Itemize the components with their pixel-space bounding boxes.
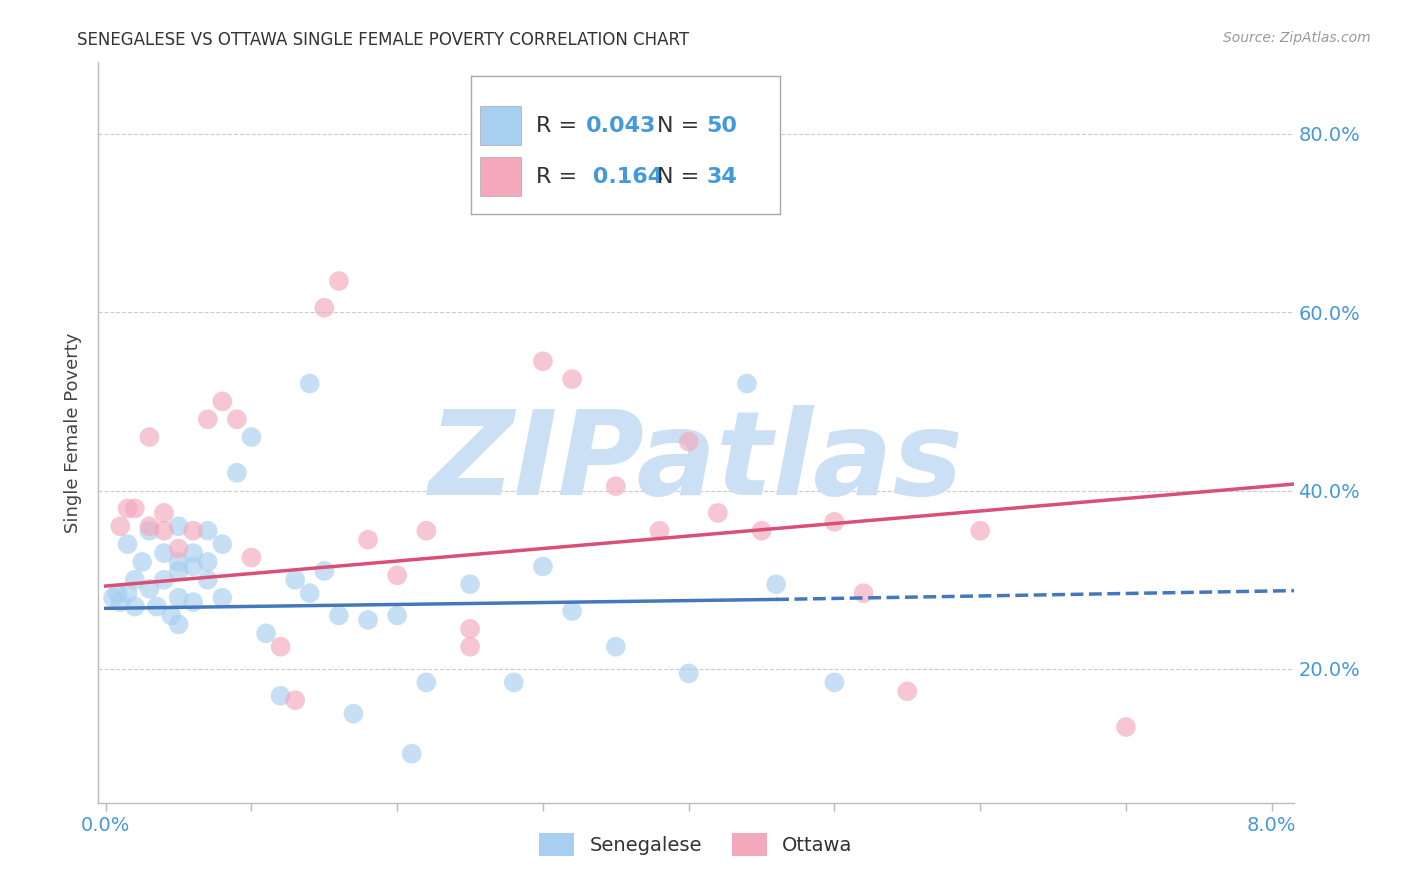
Point: [502, 675, 524, 690]
Text: Source: ZipAtlas.com: Source: ZipAtlas.com: [1223, 31, 1371, 45]
Point: [823, 675, 845, 690]
Point: [167, 541, 190, 556]
Point: [852, 586, 875, 600]
Point: [124, 573, 146, 587]
Point: [561, 372, 583, 386]
Point: [678, 666, 700, 681]
Point: [160, 608, 183, 623]
Point: [211, 394, 233, 409]
Point: [240, 430, 263, 444]
Point: [181, 559, 204, 574]
Point: [531, 559, 554, 574]
Point: [751, 524, 773, 538]
Point: [105, 586, 128, 600]
Point: [707, 506, 730, 520]
Text: N =: N =: [657, 167, 706, 186]
Point: [415, 524, 437, 538]
Point: [969, 524, 991, 538]
Text: R =: R =: [536, 167, 585, 186]
Y-axis label: Single Female Poverty: Single Female Poverty: [65, 333, 83, 533]
Point: [357, 613, 380, 627]
Point: [153, 506, 176, 520]
Point: [531, 354, 554, 368]
Point: [735, 376, 758, 391]
Point: [197, 573, 219, 587]
Point: [401, 747, 423, 761]
Point: [117, 586, 139, 600]
Point: [561, 604, 583, 618]
Point: [648, 524, 671, 538]
Point: [678, 434, 700, 449]
Point: [458, 640, 481, 654]
Point: [605, 640, 627, 654]
Point: [197, 412, 219, 426]
Point: [240, 550, 263, 565]
Point: [124, 501, 146, 516]
Point: [225, 466, 247, 480]
Text: 50: 50: [706, 116, 737, 136]
Text: SENEGALESE VS OTTAWA SINGLE FEMALE POVERTY CORRELATION CHART: SENEGALESE VS OTTAWA SINGLE FEMALE POVER…: [77, 31, 689, 49]
Point: [167, 617, 190, 632]
Point: [181, 595, 204, 609]
Point: [153, 524, 176, 538]
Point: [270, 640, 292, 654]
Point: [117, 537, 139, 551]
Point: [110, 519, 132, 533]
Point: [605, 479, 627, 493]
Point: [385, 608, 409, 623]
Point: [458, 577, 481, 591]
Legend: Senegalese, Ottawa: Senegalese, Ottawa: [531, 825, 860, 863]
Point: [167, 591, 190, 605]
Point: [225, 412, 247, 426]
Point: [153, 546, 176, 560]
Point: [314, 564, 336, 578]
Point: [181, 546, 204, 560]
Point: [211, 591, 233, 605]
Point: [197, 555, 219, 569]
Point: [124, 599, 146, 614]
Text: R =: R =: [536, 116, 585, 136]
Text: ZIPatlas: ZIPatlas: [429, 405, 963, 520]
Point: [110, 595, 132, 609]
Point: [342, 706, 364, 721]
Text: 0.164: 0.164: [585, 167, 664, 186]
FancyBboxPatch shape: [481, 106, 520, 145]
Point: [117, 501, 139, 516]
Point: [896, 684, 918, 698]
Text: 34: 34: [706, 167, 737, 186]
Point: [415, 675, 437, 690]
Point: [284, 573, 307, 587]
Point: [138, 524, 160, 538]
Point: [298, 586, 321, 600]
Point: [197, 524, 219, 538]
Text: 0.043: 0.043: [585, 116, 655, 136]
Point: [101, 591, 124, 605]
Point: [314, 301, 336, 315]
Point: [167, 564, 190, 578]
Point: [328, 274, 350, 288]
Point: [211, 537, 233, 551]
Point: [167, 555, 190, 569]
Point: [270, 689, 292, 703]
Point: [145, 599, 167, 614]
Point: [131, 555, 153, 569]
Point: [328, 608, 350, 623]
Point: [765, 577, 787, 591]
Text: N =: N =: [657, 116, 706, 136]
Point: [357, 533, 380, 547]
Point: [167, 519, 190, 533]
Point: [284, 693, 307, 707]
Point: [138, 582, 160, 596]
Point: [823, 515, 845, 529]
Point: [458, 622, 481, 636]
Point: [298, 376, 321, 391]
Point: [385, 568, 409, 582]
Point: [1115, 720, 1137, 734]
FancyBboxPatch shape: [481, 157, 520, 196]
Point: [138, 430, 160, 444]
Point: [138, 519, 160, 533]
Point: [181, 524, 204, 538]
Point: [254, 626, 277, 640]
Point: [153, 573, 176, 587]
